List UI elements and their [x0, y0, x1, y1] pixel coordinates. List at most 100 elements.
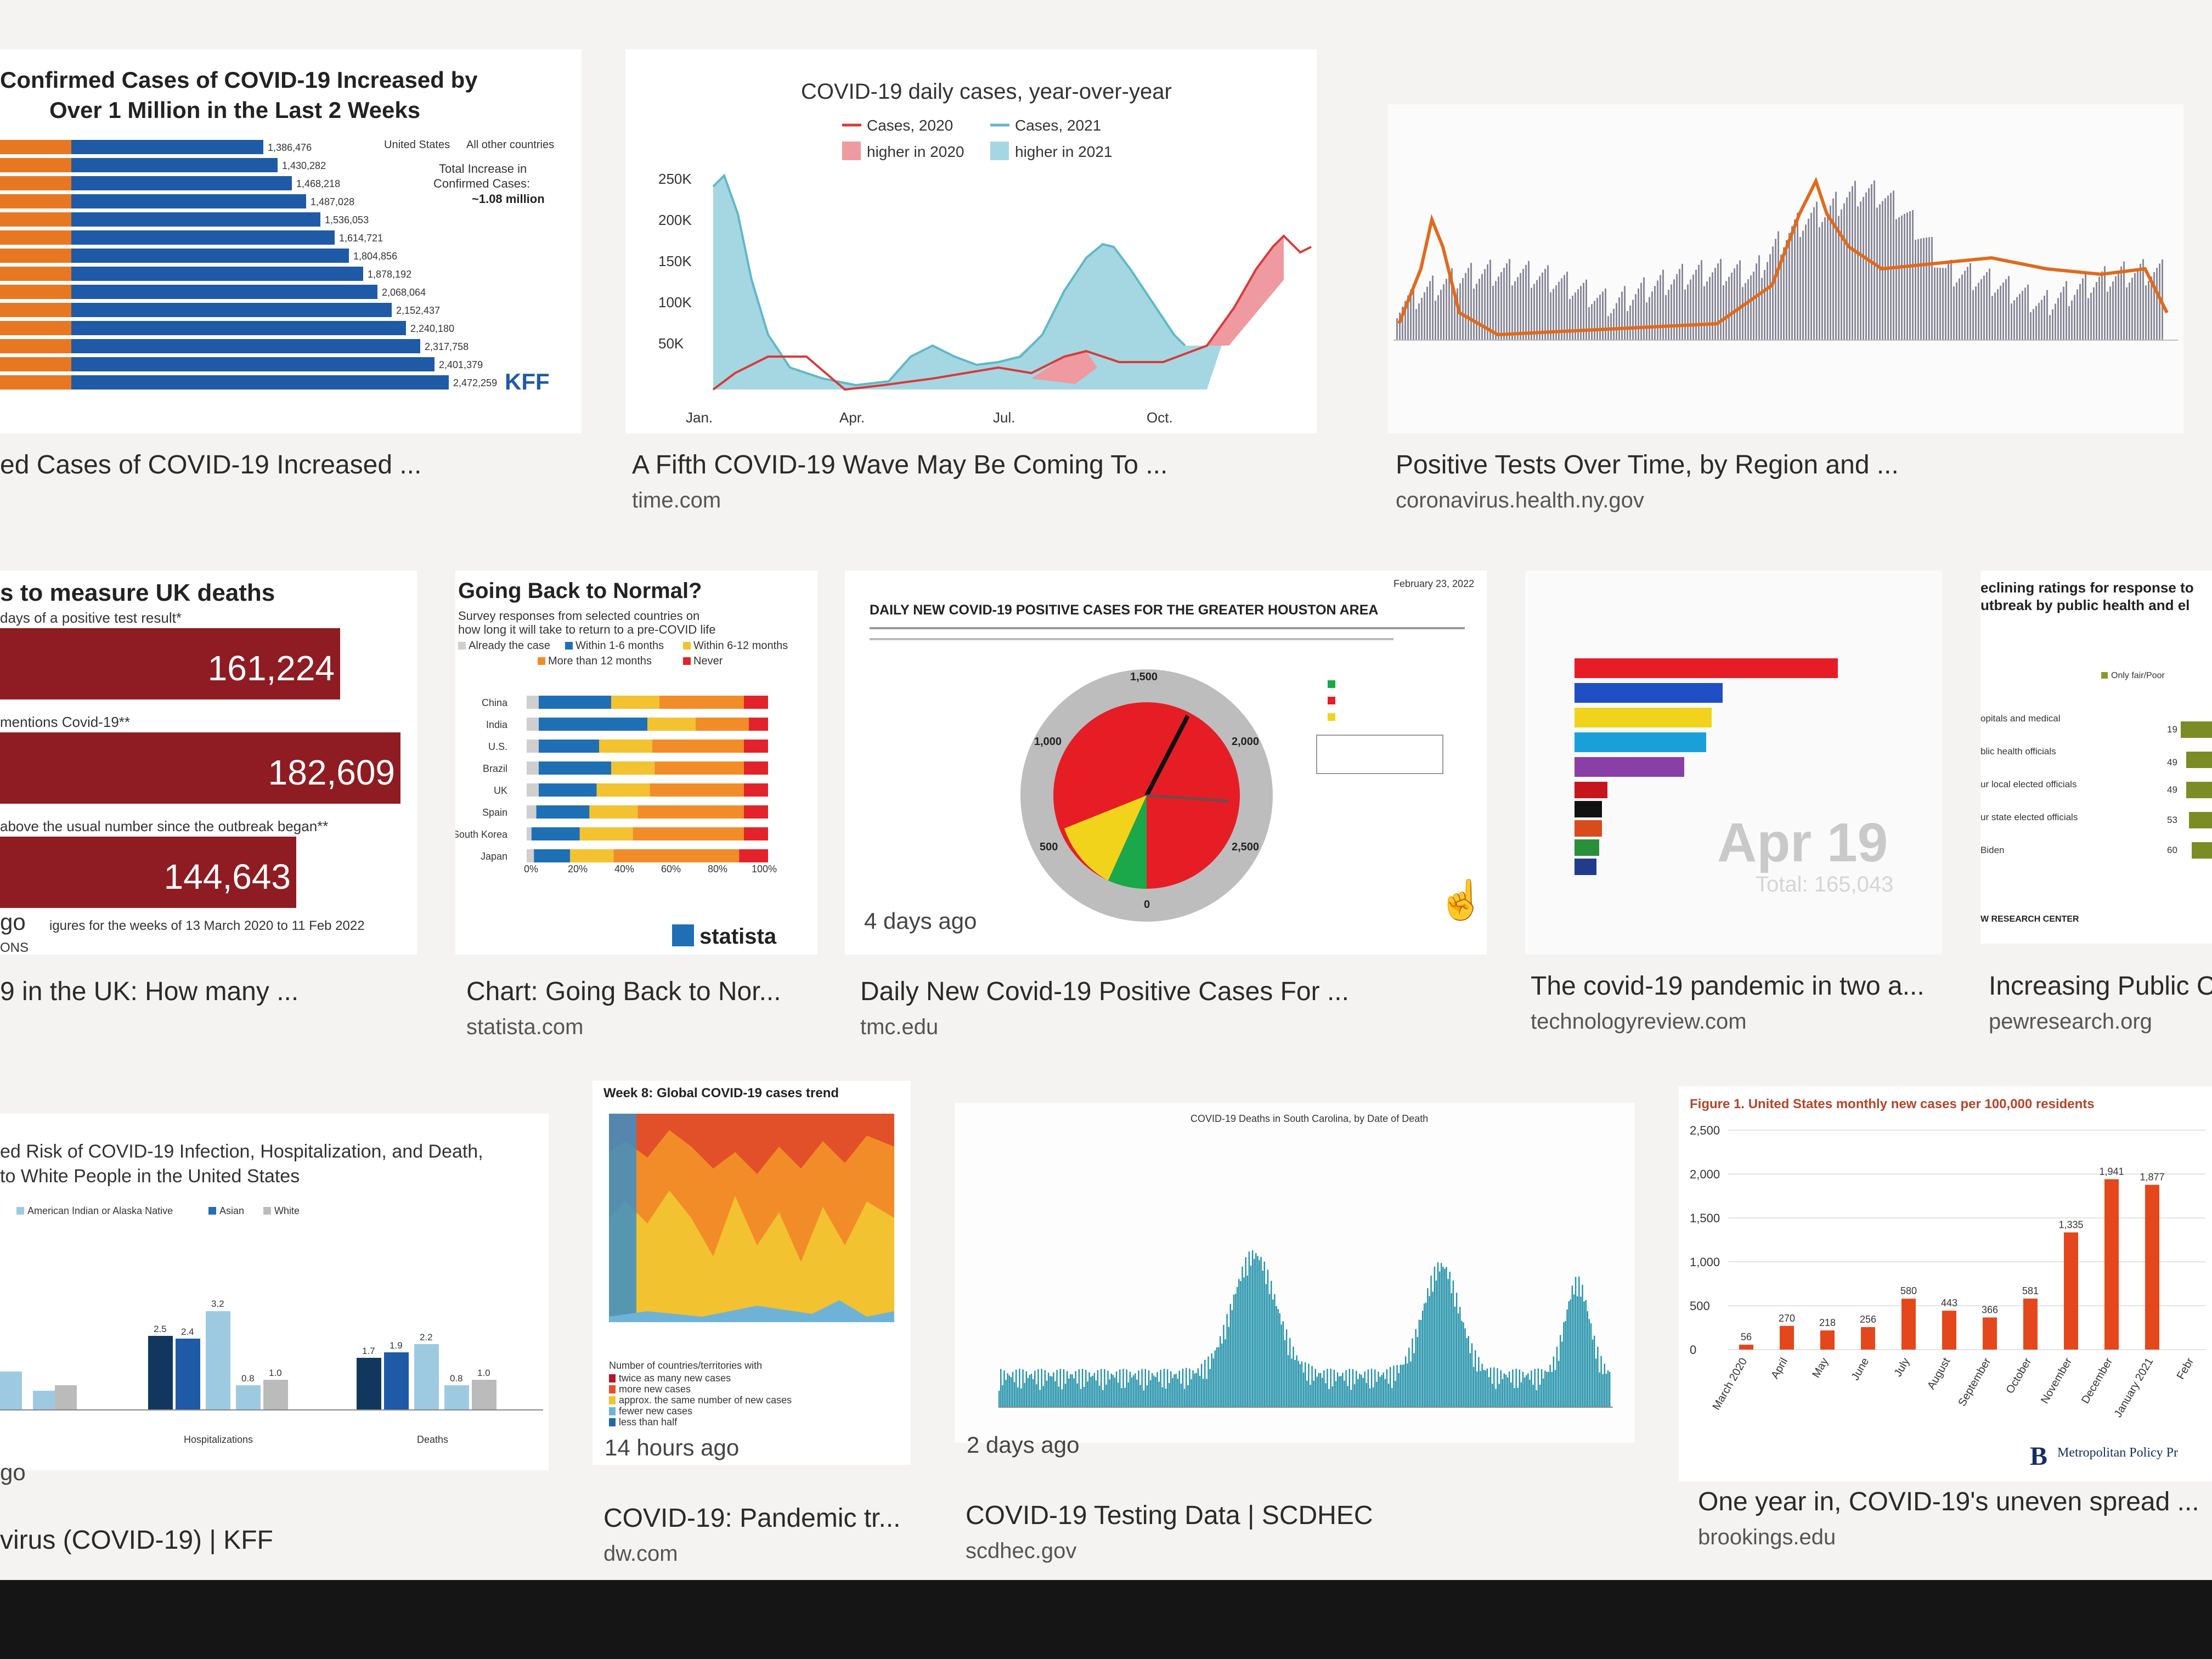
result-techreview[interactable]: Apr 19 Total: 165,043 The covid-19 pande… — [1525, 571, 1964, 1053]
bar — [1468, 268, 1469, 340]
thumbnail-image[interactable]: s to measure UK deaths days of a positiv… — [0, 571, 417, 955]
value: 144,643 — [164, 857, 291, 896]
bar — [1115, 1372, 1118, 1407]
svg-text:more new cases: more new cases — [619, 1384, 691, 1395]
result-source[interactable]: coronavirus.health.ny.gov — [1396, 488, 1644, 512]
result-title[interactable]: Daily New Covid-19 Positive Cases For ..… — [860, 977, 1349, 1006]
bar — [2109, 286, 2111, 340]
result-title[interactable]: COVID-19 Testing Data | SCDHEC — [966, 1501, 1373, 1530]
bar — [1498, 1384, 1500, 1407]
result-kff-cases[interactable]: Confirmed Cases of COVID-19 Increased by… — [0, 49, 592, 532]
result-title[interactable]: virus (COVID-19) | KFF — [0, 1526, 273, 1555]
bar — [1536, 1390, 1537, 1407]
bar — [1651, 291, 1653, 340]
bar — [2023, 1299, 2038, 1350]
bar-chart — [1396, 180, 2163, 340]
bar — [1561, 1341, 1563, 1407]
result-kff-risk[interactable]: ed Risk of COVID-19 Infection, Hospitali… — [0, 1114, 560, 1580]
bar — [1868, 188, 1870, 340]
bar — [1865, 192, 1867, 340]
result-source[interactable]: scdhec.gov — [966, 1539, 1077, 1563]
bar — [1484, 269, 1486, 340]
result-title[interactable]: 9 in the UK: How many ... — [0, 977, 299, 1006]
bar — [1503, 1373, 1505, 1407]
bar — [1037, 1369, 1039, 1407]
result-source[interactable]: tmc.edu — [860, 1015, 939, 1039]
bar — [1676, 274, 1678, 340]
thumbnail-image[interactable]: Confirmed Cases of COVID-19 Increased by… — [0, 49, 582, 433]
bar — [1190, 1379, 1192, 1407]
label: mentions Covid-19** — [0, 714, 130, 730]
bar — [1493, 1367, 1495, 1407]
bar — [1841, 209, 1842, 340]
bar — [1514, 1388, 1515, 1407]
thumbnail-image[interactable]: Figure 1. United States monthly new case… — [1679, 1086, 2212, 1481]
thumbnail-image[interactable]: eclining ratings for response to utbreak… — [1980, 571, 2212, 944]
result-statista[interactable]: Going Back to Normal? Survey responses f… — [455, 571, 828, 1053]
result-brookings[interactable]: Figure 1. United States monthly new case… — [1679, 1086, 2212, 1580]
bar-us — [0, 194, 71, 208]
bar — [2063, 286, 2064, 340]
thumbnail-image[interactable]: Week 8: Global COVID-19 cases trend Numb… — [592, 1081, 911, 1465]
bar — [1207, 1356, 1209, 1407]
bar — [1427, 1288, 1429, 1407]
bar — [1498, 276, 1499, 340]
result-source[interactable]: brookings.edu — [1698, 1525, 1836, 1549]
bar — [1542, 272, 1543, 340]
bar — [1119, 1369, 1121, 1407]
bar — [1506, 1377, 1509, 1407]
thumbnail-image[interactable]: February 23, 2022 DAILY NEW COVID-19 POS… — [845, 571, 1487, 955]
result-source[interactable]: pewresearch.org — [1989, 1009, 2152, 1034]
bar — [1285, 1329, 1288, 1407]
bar — [1276, 1306, 1277, 1407]
bar — [2131, 278, 2133, 340]
bar — [1017, 1387, 1019, 1407]
publisher: Metropolitan Policy Pr — [2057, 1446, 2178, 1460]
thumbnail-image[interactable]: Going Back to Normal? Survey responses f… — [455, 571, 817, 955]
bar — [1110, 1373, 1112, 1407]
bar — [1898, 217, 1900, 340]
svg-text:0.8: 0.8 — [450, 1373, 463, 1384]
result-source[interactable]: technologyreview.com — [1531, 1009, 1747, 1034]
bar — [1994, 292, 1996, 340]
thumbnail-image[interactable]: Apr 19 Total: 165,043 — [1525, 571, 1942, 955]
result-uk-deaths[interactable]: s to measure UK deaths days of a positiv… — [0, 571, 428, 1031]
result-title[interactable]: Increasing Public C — [1989, 972, 2212, 1001]
result-title[interactable]: ed Cases of COVID-19 Increased ... — [0, 450, 422, 479]
result-scdhec[interactable]: COVID-19 Deaths in South Carolina, by Da… — [955, 1103, 1657, 1580]
bar — [1519, 1369, 1520, 1407]
thumbnail-image[interactable] — [1388, 104, 2183, 433]
bar-segment — [539, 761, 611, 775]
bar-segment — [536, 805, 590, 819]
result-title[interactable]: The covid-19 pandemic in two a... — [1531, 972, 1925, 1001]
result-pew[interactable]: eclining ratings for response to utbreak… — [1980, 571, 2212, 1053]
bar — [1049, 1376, 1051, 1407]
thumbnail-image[interactable]: COVID-19 Deaths in South Carolina, by Da… — [955, 1103, 1635, 1443]
bar-segment — [539, 696, 611, 709]
result-title[interactable]: A Fifth COVID-19 Wave May Be Coming To .… — [632, 450, 1168, 479]
result-title[interactable]: One year in, COVID-19's uneven spread ..… — [1698, 1487, 2199, 1516]
bar — [1446, 1267, 1447, 1407]
bar — [1131, 1377, 1133, 1407]
bar — [2093, 287, 2095, 340]
result-source[interactable]: dw.com — [603, 1542, 678, 1566]
result-source[interactable]: statista.com — [466, 1015, 584, 1039]
result-title[interactable]: Positive Tests Over Time, by Region and … — [1396, 450, 1899, 479]
result-houston[interactable]: February 23, 2022 DAILY NEW COVID-19 POS… — [845, 571, 1503, 1053]
bar — [2030, 312, 2032, 340]
bar — [1731, 272, 1733, 340]
svg-text:3.2: 3.2 — [211, 1299, 224, 1309]
bar-us — [0, 249, 71, 263]
result-dw[interactable]: Week 8: Global COVID-19 cases trend Numb… — [592, 1081, 933, 1580]
svg-text:100%: 100% — [752, 864, 777, 874]
thumbnail-image[interactable]: COVID-19 daily cases, year-over-year Cas… — [625, 49, 1317, 433]
result-title[interactable]: Chart: Going Back to Nor... — [466, 977, 781, 1006]
result-title[interactable]: COVID-19: Pandemic tr... — [603, 1504, 901, 1533]
result-time[interactable]: COVID-19 daily cases, year-over-year Cas… — [625, 49, 1339, 532]
bar — [1783, 247, 1785, 340]
bar — [2101, 271, 2103, 340]
result-nyhealth[interactable]: Positive Tests Over Time, by Region and … — [1388, 104, 2200, 532]
bar — [1135, 1373, 1136, 1407]
result-source[interactable]: time.com — [632, 488, 721, 512]
thumbnail-image[interactable]: ed Risk of COVID-19 Infection, Hospitali… — [0, 1114, 549, 1470]
